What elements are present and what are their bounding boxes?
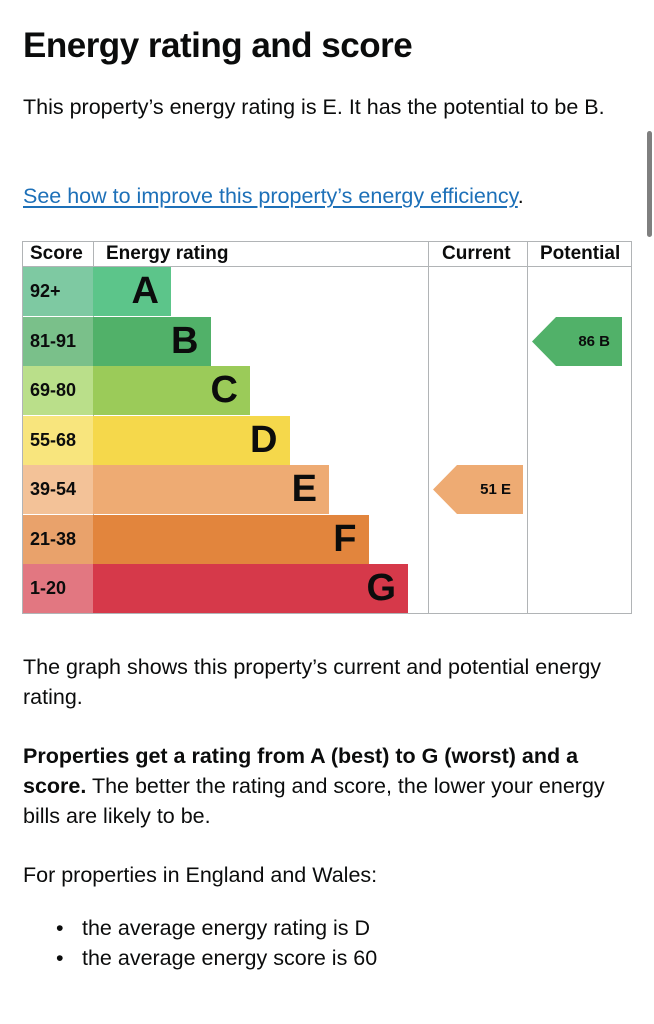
page-title: Energy rating and score: [23, 26, 413, 65]
divider: [527, 241, 528, 614]
energy-rating-graph: Score Energy rating Current Potential 92…: [22, 241, 632, 614]
band-bar-c: C: [93, 366, 250, 415]
header-energy-rating: Energy rating: [106, 243, 229, 264]
arrow-shape: [532, 316, 622, 366]
band-score-c: 69-80: [23, 366, 93, 415]
header-potential: Potential: [540, 243, 621, 264]
current-rating-arrow: 51 E: [433, 465, 523, 514]
band-bar-f: F: [93, 514, 369, 564]
improve-paragraph: See how to improve this property’s energ…: [23, 181, 623, 211]
band-score-a: 92+: [23, 267, 93, 316]
intro-text: This property’s energy rating is E. It h…: [23, 95, 605, 119]
band-score-e: 39-54: [23, 465, 93, 514]
scrollbar[interactable]: [647, 131, 652, 237]
averages-list: the average energy rating is D the avera…: [23, 913, 377, 973]
graph-border: [22, 241, 632, 614]
band-score-f: 21-38: [23, 514, 93, 564]
graph-description: The graph shows this property’s current …: [23, 655, 602, 709]
rating-explanation-rest: The better the rating and score, the low…: [23, 774, 605, 828]
region-intro: For properties in England and Wales:: [23, 863, 378, 887]
improve-efficiency-link[interactable]: See how to improve this property’s energ…: [23, 184, 518, 208]
band-bar-a: A: [93, 267, 171, 316]
arrow-shape: [433, 465, 523, 514]
header-current: Current: [442, 243, 511, 264]
band-bar-e: E: [93, 465, 329, 514]
list-item: the average energy rating is D: [56, 913, 377, 943]
band-score-b: 81-91: [23, 316, 93, 366]
improve-suffix: .: [517, 184, 524, 208]
potential-rating-label: 86 B: [578, 332, 610, 350]
current-rating-label: 51 E: [480, 481, 511, 498]
list-item: the average energy score is 60: [56, 943, 377, 973]
band-score-d: 55-68: [23, 415, 93, 465]
band-score-g: 1-20: [23, 564, 93, 613]
potential-rating-arrow: 86 B: [532, 316, 622, 366]
header-score: Score: [30, 243, 83, 264]
rating-explanation: Properties get a rating from A (best) to…: [23, 741, 623, 831]
divider: [428, 241, 429, 614]
band-bar-d: D: [93, 415, 290, 465]
rating-explanation-bold: Properties get a rating from A (best) to…: [23, 744, 579, 798]
divider: [22, 266, 632, 267]
band-bar-g: G: [93, 564, 408, 613]
band-bar-b: B: [93, 316, 211, 366]
